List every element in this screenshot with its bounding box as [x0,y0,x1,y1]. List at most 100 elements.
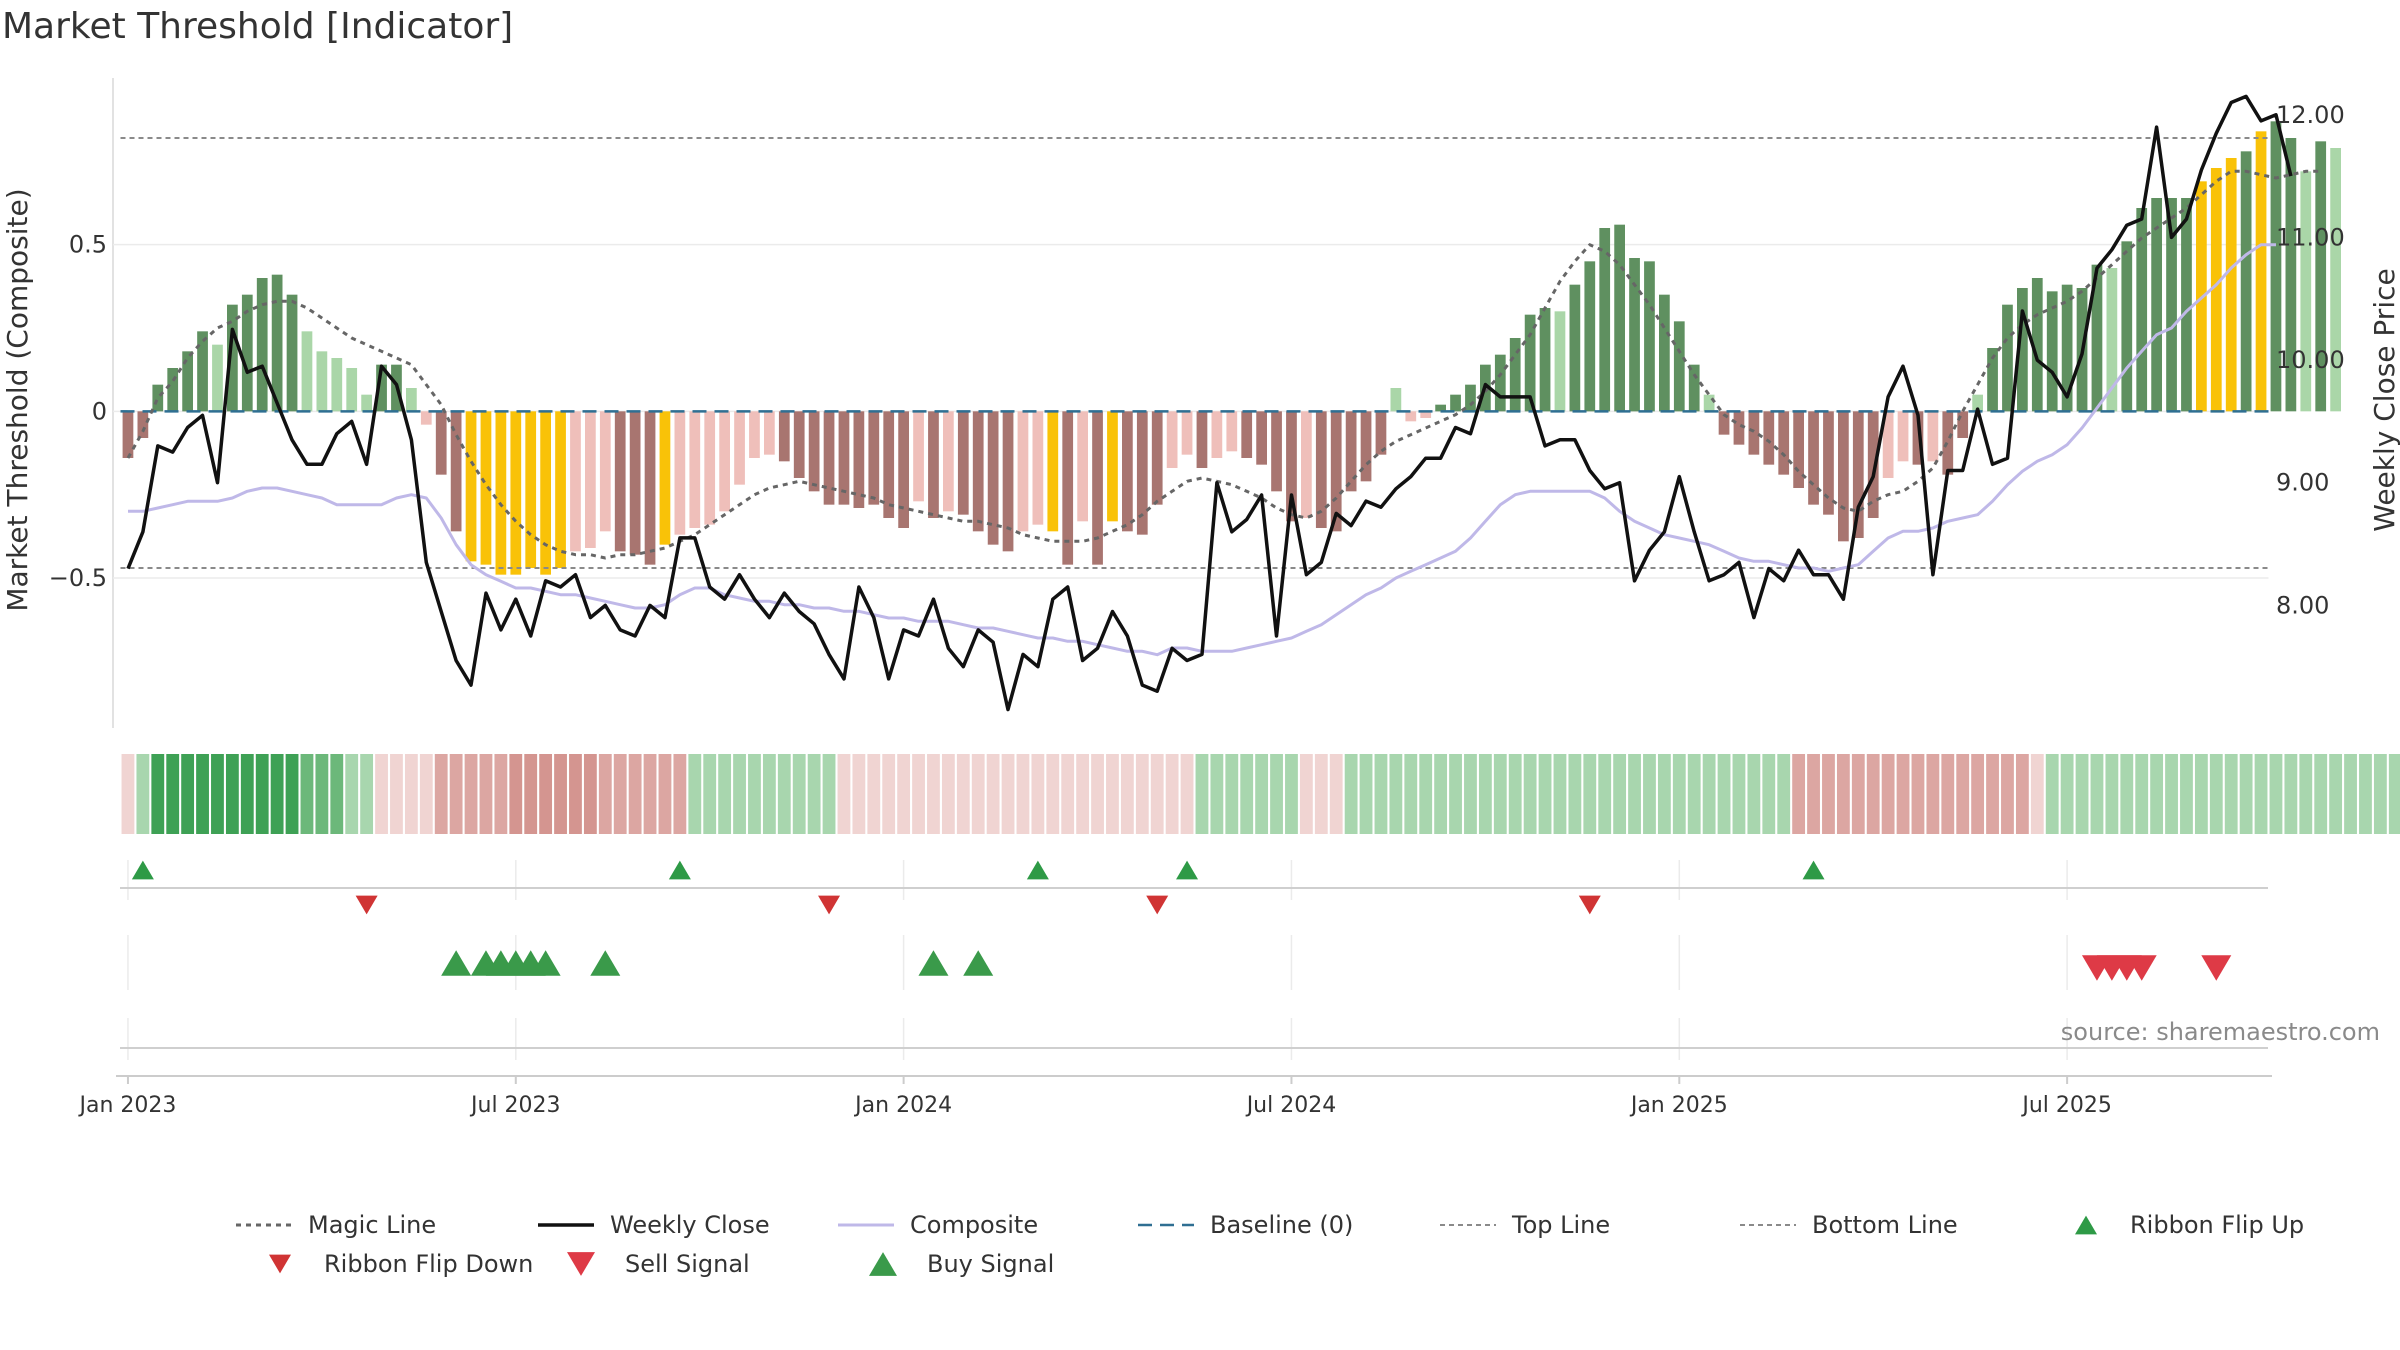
histogram-bar-123 [1942,411,1954,475]
ribbon-cell-143 [2239,754,2253,834]
histogram-bar-66 [1092,411,1103,565]
histogram-bar-14 [316,351,328,412]
ribbon-cell-11 [270,754,284,834]
legend-label-ribbon-flip-down: Ribbon Flip Down [324,1250,533,1278]
histogram-bar-32 [585,411,596,548]
ribbon-cell-100 [1598,754,1612,834]
x-tick-label-1: Jul 2023 [469,1093,561,1118]
legend-swatch-ribbon-flip-down [269,1254,291,1274]
histogram-bar-44 [764,411,775,455]
ribbon-cell-101 [1613,754,1627,834]
ribbon-cell-25 [479,754,493,834]
ribbon-cell-115 [1822,754,1835,834]
ribbon-cell-129 [2030,754,2044,834]
ribbon-flip-markers [131,860,1825,915]
ribbon-flip-up-marker-2 [131,860,154,880]
ribbon-cell-30 [554,754,567,834]
x-tick-label-4: Jan 2025 [1629,1093,1728,1118]
histogram-bar-112 [1778,411,1790,475]
histogram-bar-147 [2300,171,2312,412]
y-tick-label-2: −0.5 [49,564,107,592]
histogram-bar-130 [2046,291,2058,412]
histogram-bar-34 [614,411,626,552]
histogram-bar-94 [1509,338,1521,412]
sell-signal-marker-136 [2126,955,2157,981]
histogram-bar-15 [331,358,343,412]
ribbon-cell-18 [375,754,388,834]
histogram-bar-95 [1524,314,1536,412]
histogram-bar-97 [1554,311,1566,412]
histogram-bar-144 [2255,131,2267,412]
ribbon-cell-127 [2001,754,2014,834]
main-panel: 0.5 0 −0.5 12.00 11.00 10.00 9.00 8.00 Market … [1,78,2400,1060]
ribbon-cell-21 [419,754,433,834]
ribbon-cell-81 [1314,754,1328,834]
signal-panel: Jan 2023 Jul 2023 Jan 2024 Jul 2024 Jan 2025… [78,950,2380,1118]
histogram-bar-83 [1345,411,1357,492]
ribbon-cell-35 [628,754,642,834]
ribbon-cell-108 [1717,754,1731,834]
ribbon-cell-80 [1299,754,1313,834]
chart-title: Market Threshold [Indicator] [2,6,513,47]
ribbon-cell-76 [1240,754,1254,834]
histogram-bar-148 [2315,141,2327,412]
histogram-bar-117 [1852,411,1864,538]
ribbon-cell-57 [956,754,970,834]
histogram-bar-7 [212,344,223,412]
histogram-bar-59 [987,411,999,545]
x-tick-label-0: Jan 2023 [78,1093,177,1118]
ribbon-cell-93 [1493,754,1507,834]
ribbon-cell-105 [1672,754,1686,834]
histogram-bar-9 [241,294,253,412]
histogram-bars [122,121,2341,575]
histogram-bar-105 [1673,321,1685,412]
ribbon-cell-137 [2150,754,2164,834]
ribbon-cell-56 [941,754,955,834]
ribbon-cell-65 [1076,754,1090,834]
histogram-bar-84 [1360,411,1372,482]
ribbon-cell-10 [255,754,269,834]
histogram-bar-113 [1793,411,1804,488]
histogram-bar-25 [480,411,492,565]
histogram-bar-111 [1763,411,1775,465]
ribbon-cell-89 [1434,754,1448,834]
x-tick-label-2: Jan 2024 [853,1093,952,1118]
ribbon-cell-126 [1986,754,1999,834]
ribbon-cell-15 [330,754,344,834]
ribbon-flip-down-marker-48 [818,895,841,915]
ribbon-cell-148 [2314,754,2328,834]
ribbon-cell-53 [897,754,911,834]
ribbon-flip-up-marker-114 [1802,860,1825,880]
histogram-bar-102 [1629,258,1640,412]
ribbon-cell-64 [1061,754,1075,834]
ribbon-cell-24 [464,754,478,834]
ribbon-strip [121,754,2400,834]
ribbon-cell-70 [1150,754,1164,834]
ribbon-cell-66 [1091,754,1104,834]
ribbon-cell-75 [1225,754,1239,834]
histogram-bar-118 [1867,411,1879,518]
histogram-bar-110 [1748,411,1760,455]
ribbon-cell-50 [852,754,866,834]
ribbon-cell-72 [1180,754,1194,834]
ribbon-cell-124 [1956,754,1970,834]
histogram-bar-134 [2106,268,2118,412]
ribbon-cell-67 [1106,754,1119,834]
series-lines [126,94,2321,712]
histogram-bar-22 [435,411,447,475]
ribbon-cell-12 [285,754,299,834]
histogram-bar-96 [1539,308,1551,412]
histogram-bar-55 [928,411,939,518]
histogram-bar-72 [1181,411,1193,455]
ribbon-cell-3 [151,754,165,834]
histogram-bar-136 [2136,208,2148,412]
histogram-bar-122 [1927,411,1939,462]
legend-swatch-ribbon-flip-up [2075,1215,2097,1235]
histogram-bar-80 [1301,411,1312,518]
ribbon-cell-71 [1165,754,1179,834]
ribbon-cell-61 [1016,754,1030,834]
ribbon-cell-51 [867,754,881,834]
ribbon-cell-26 [494,754,508,834]
ribbon-cell-74 [1210,754,1224,834]
